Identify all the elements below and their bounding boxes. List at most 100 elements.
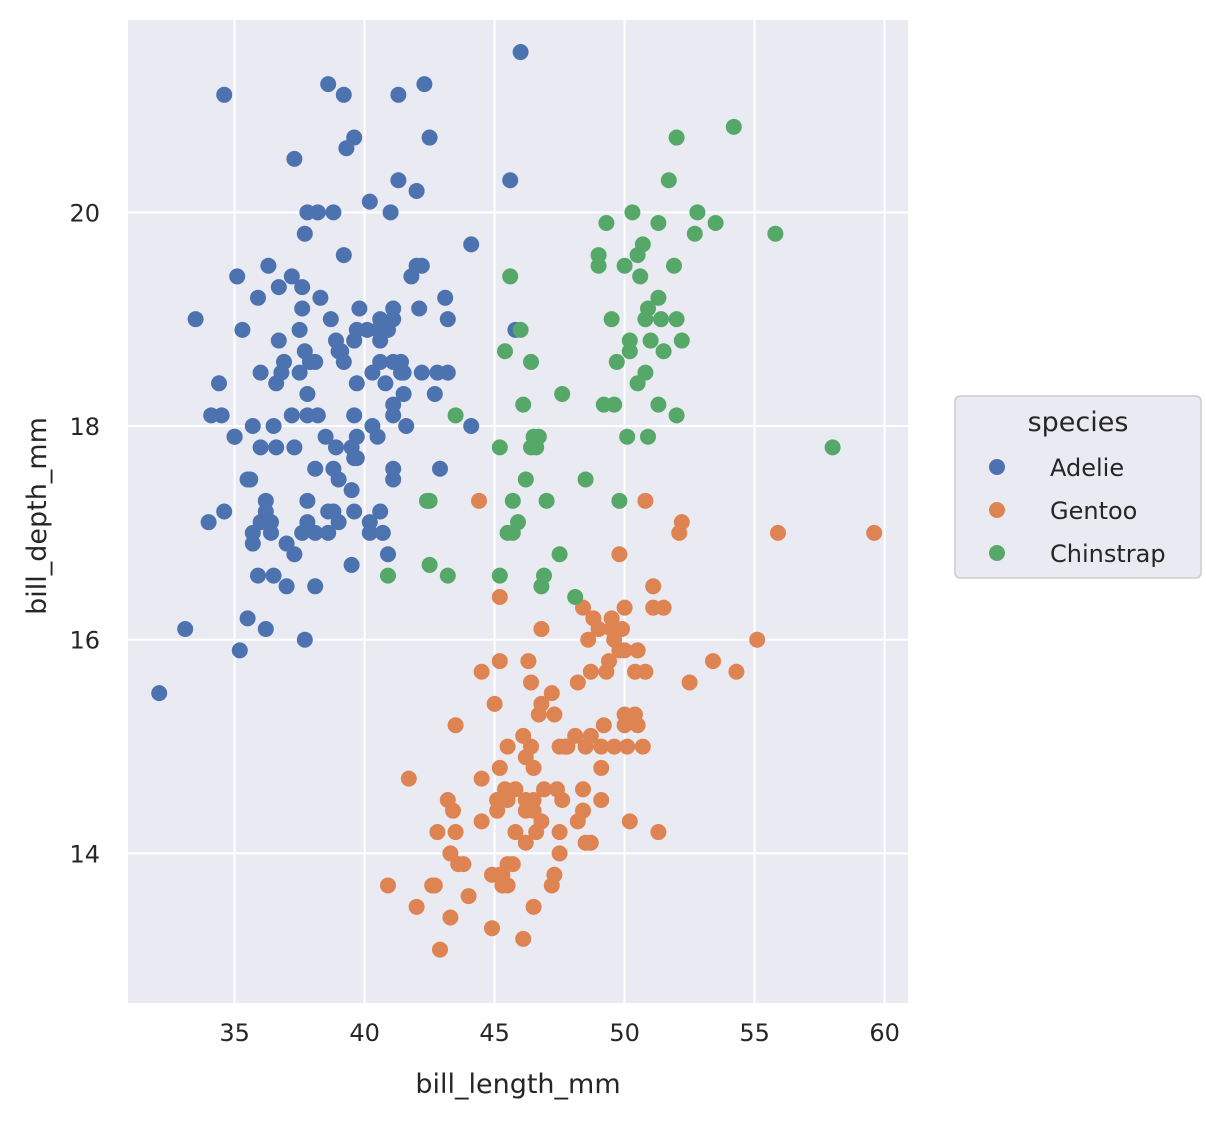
data-point <box>421 492 438 509</box>
data-point <box>593 791 610 808</box>
data-point <box>504 856 521 873</box>
data-point <box>551 845 568 862</box>
data-point <box>473 813 490 830</box>
data-point <box>650 396 667 413</box>
data-point <box>549 781 565 798</box>
data-point <box>296 631 313 648</box>
data-point <box>380 567 396 584</box>
data-point <box>491 653 508 670</box>
data-point <box>447 407 464 424</box>
data-point <box>286 546 303 563</box>
data-point <box>335 86 352 103</box>
data-point <box>642 332 659 349</box>
data-point <box>439 364 456 381</box>
data-point <box>408 182 425 199</box>
x-tick-label: 35 <box>219 1019 250 1047</box>
data-point <box>616 257 633 274</box>
data-point <box>307 460 324 477</box>
data-point <box>325 204 342 221</box>
data-point <box>660 172 677 189</box>
data-point <box>650 289 667 306</box>
data-point <box>270 332 287 349</box>
data-point <box>299 385 316 402</box>
data-point <box>554 385 571 402</box>
data-point <box>569 674 586 691</box>
data-point <box>364 364 381 381</box>
data-point <box>286 150 303 167</box>
data-point <box>320 76 337 93</box>
y-tick-label: 16 <box>69 627 100 655</box>
data-point <box>598 215 615 232</box>
data-point <box>335 247 352 264</box>
data-point <box>512 321 529 338</box>
data-point <box>299 492 316 509</box>
data-point <box>398 418 415 435</box>
data-point <box>307 578 324 595</box>
data-point <box>668 311 685 328</box>
data-point <box>250 567 266 584</box>
data-point <box>463 236 480 253</box>
data-point <box>291 364 308 381</box>
data-point <box>673 332 690 349</box>
data-point <box>567 727 584 744</box>
data-point <box>575 781 591 798</box>
data-point <box>546 706 563 723</box>
data-point <box>216 86 233 103</box>
data-point <box>567 588 584 605</box>
data-point <box>637 364 654 381</box>
legend-marker-gentoo <box>989 502 1005 518</box>
data-point <box>689 204 706 221</box>
data-point <box>187 311 204 328</box>
legend-box <box>954 395 1202 579</box>
data-point <box>543 877 560 894</box>
data-point <box>213 407 230 424</box>
data-point <box>621 813 638 830</box>
data-point <box>650 824 667 841</box>
data-point <box>525 759 542 776</box>
data-point <box>416 76 433 93</box>
data-point <box>385 407 402 424</box>
y-axis-label: bill_depth_mm <box>22 417 53 615</box>
data-point <box>491 567 508 584</box>
data-point <box>346 407 363 424</box>
data-point <box>437 289 454 306</box>
data-point <box>426 877 443 894</box>
data-point <box>525 898 542 915</box>
data-point <box>866 524 883 541</box>
data-point <box>484 866 500 883</box>
data-point <box>616 599 633 616</box>
data-point <box>395 385 412 402</box>
data-point <box>283 268 300 285</box>
data-point <box>577 471 594 488</box>
data-point <box>278 578 295 595</box>
data-point <box>590 247 607 264</box>
data-point <box>533 621 550 638</box>
data-point <box>348 375 365 392</box>
data-point <box>320 503 337 520</box>
data-point <box>377 375 394 392</box>
data-point <box>455 856 472 873</box>
data-point <box>296 225 313 242</box>
data-point <box>601 653 617 670</box>
data-point <box>460 888 477 905</box>
y-tick-label: 14 <box>69 840 100 868</box>
grid-lines <box>128 20 908 1003</box>
data-point <box>242 471 259 488</box>
data-point <box>270 279 287 296</box>
data-point <box>611 546 628 563</box>
data-point <box>517 834 534 851</box>
data-point <box>400 770 417 787</box>
data-point <box>520 653 537 670</box>
data-point <box>533 813 550 830</box>
data-point <box>439 311 456 328</box>
data-point <box>260 257 277 274</box>
data-point <box>499 791 516 808</box>
data-point <box>608 353 625 370</box>
data-point <box>536 781 552 798</box>
data-point <box>655 343 672 360</box>
data-point <box>621 343 638 360</box>
data-point <box>403 268 420 285</box>
legend-marker-chinstrap <box>989 545 1005 561</box>
data-point <box>484 920 500 937</box>
